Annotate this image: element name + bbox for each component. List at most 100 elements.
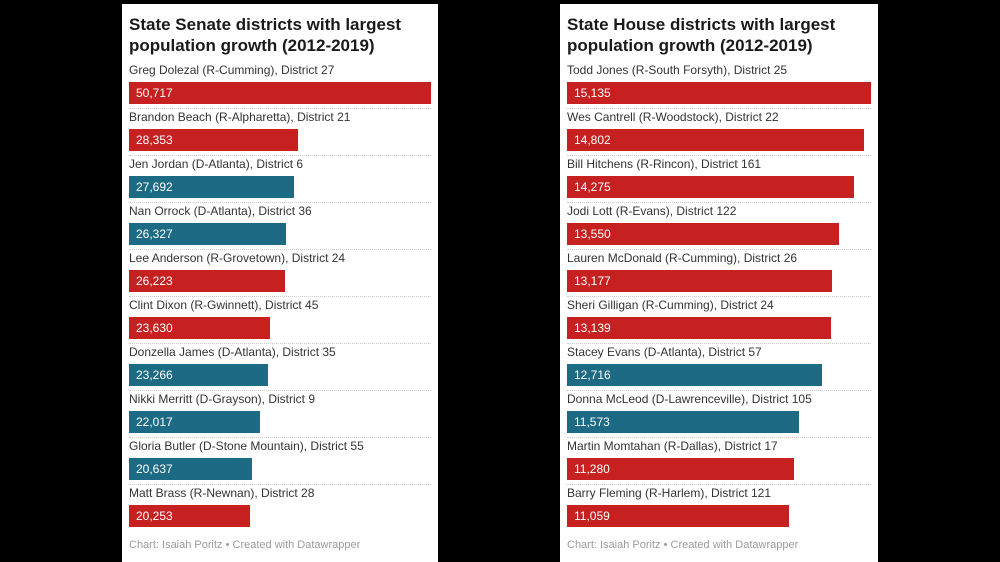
bar-track: 13,139	[567, 317, 871, 339]
house-bar-list: Todd Jones (R-South Forsyth), District 2…	[567, 62, 871, 531]
bar-row: Stacey Evans (D-Atlanta), District 57 12…	[567, 344, 871, 391]
bar-label: Nikki Merritt (D-Grayson), District 9	[129, 392, 316, 406]
bar-label: Matt Brass (R-Newnan), District 28	[129, 486, 315, 500]
bar-label: Lee Anderson (R-Grovetown), District 24	[129, 251, 346, 265]
bar-value: 14,802	[574, 133, 611, 147]
bar: 14,802	[567, 129, 865, 151]
bar: 15,135	[567, 82, 871, 104]
bar-row: Nikki Merritt (D-Grayson), District 9 22…	[129, 391, 431, 438]
bar-track: 20,637	[129, 458, 431, 480]
bar-value: 11,059	[574, 509, 610, 523]
bar-row: Bill Hitchens (R-Rincon), District 161 1…	[567, 156, 871, 203]
bar-value: 23,630	[136, 321, 173, 335]
bar-value: 13,550	[574, 227, 611, 241]
chart-title-senate: State Senate districts with largest popu…	[129, 15, 402, 55]
bar-value: 27,692	[136, 180, 173, 194]
bar-label: Sheri Gilligan (R-Cumming), District 24	[567, 298, 774, 312]
bar-track: 22,017	[129, 411, 431, 433]
bar: 27,692	[129, 176, 294, 198]
bar-label: Bill Hitchens (R-Rincon), District 161	[567, 157, 762, 171]
bar-value: 23,266	[136, 368, 173, 382]
bar-row: Donna McLeod (D-Lawrenceville), District…	[567, 391, 871, 438]
bar: 28,353	[129, 129, 298, 151]
senate-bar-list: Greg Dolezal (R-Cumming), District 27 50…	[129, 62, 431, 531]
bar-track: 11,573	[567, 411, 871, 433]
bar: 13,139	[567, 317, 831, 339]
chart-title-house: State House districts with largest popul…	[567, 15, 836, 55]
bar-row: Clint Dixon (R-Gwinnett), District 45 23…	[129, 297, 431, 344]
bar-row: Sheri Gilligan (R-Cumming), District 24 …	[567, 297, 871, 344]
bar-value: 11,280	[574, 462, 610, 476]
bar: 11,280	[567, 458, 794, 480]
bar: 50,717	[129, 82, 431, 104]
bar-track: 13,177	[567, 270, 871, 292]
bar-value: 11,573	[574, 415, 610, 429]
bar-label: Barry Fleming (R-Harlem), District 121	[567, 486, 772, 500]
bar-track: 28,353	[129, 129, 431, 151]
bar: 11,059	[567, 505, 790, 527]
bar-value: 26,223	[136, 274, 173, 288]
bar-value: 28,353	[136, 133, 173, 147]
bar: 20,637	[129, 458, 252, 480]
bar-label: Todd Jones (R-South Forsyth), District 2…	[567, 63, 788, 77]
bar: 23,266	[129, 364, 268, 386]
bar-track: 26,327	[129, 223, 431, 245]
bar-label: Greg Dolezal (R-Cumming), District 27	[129, 63, 335, 77]
bar-row: Greg Dolezal (R-Cumming), District 27 50…	[129, 62, 431, 109]
bar-track: 20,253	[129, 505, 431, 527]
bar-label: Lauren McDonald (R-Cumming), District 26	[567, 251, 798, 265]
bar-track: 23,266	[129, 364, 431, 386]
bar: 14,275	[567, 176, 854, 198]
bar-label: Wes Cantrell (R-Woodstock), District 22	[567, 110, 779, 124]
bar-value: 20,637	[136, 462, 173, 476]
bar: 23,630	[129, 317, 270, 339]
bar-label: Stacey Evans (D-Atlanta), District 57	[567, 345, 762, 359]
bar-value: 15,135	[574, 86, 611, 100]
bar-track: 13,550	[567, 223, 871, 245]
bar: 11,573	[567, 411, 800, 433]
bar-value: 22,017	[136, 415, 173, 429]
bar-row: Lee Anderson (R-Grovetown), District 24 …	[129, 250, 431, 297]
bar: 26,327	[129, 223, 286, 245]
bar-track: 12,716	[567, 364, 871, 386]
bar-value: 12,716	[574, 368, 611, 382]
bar-label: Jodi Lott (R-Evans), District 122	[567, 204, 737, 218]
bar-value: 50,717	[136, 86, 173, 100]
bar: 12,716	[567, 364, 823, 386]
bar-row: Brandon Beach (R-Alpharetta), District 2…	[129, 109, 431, 156]
bar-track: 14,802	[567, 129, 871, 151]
bar-track: 50,717	[129, 82, 431, 104]
bar-track: 11,059	[567, 505, 871, 527]
senate-chart-panel: State Senate districts with largest popu…	[122, 4, 438, 562]
bar-track: 14,275	[567, 176, 871, 198]
bar-track: 26,223	[129, 270, 431, 292]
bar-label: Nan Orrock (D-Atlanta), District 36	[129, 204, 312, 218]
bar-track: 15,135	[567, 82, 871, 104]
bar-value: 14,275	[574, 180, 611, 194]
bar-label: Martin Momtahan (R-Dallas), District 17	[567, 439, 778, 453]
bar-row: Donzella James (D-Atlanta), District 35 …	[129, 344, 431, 391]
bar-track: 27,692	[129, 176, 431, 198]
bar-label: Donzella James (D-Atlanta), District 35	[129, 345, 336, 359]
bar-row: Barry Fleming (R-Harlem), District 121 1…	[567, 485, 871, 531]
chart-footer-senate: Chart: Isaiah Poritz • Created with Data…	[129, 539, 361, 551]
bar-value: 13,177	[574, 274, 611, 288]
bar-row: Gloria Butler (D-Stone Mountain), Distri…	[129, 438, 431, 485]
bar-label: Jen Jordan (D-Atlanta), District 6	[129, 157, 304, 171]
bar: 13,550	[567, 223, 840, 245]
bar-track: 23,630	[129, 317, 431, 339]
bar: 22,017	[129, 411, 261, 433]
bar-value: 13,139	[574, 321, 611, 335]
bar-row: Wes Cantrell (R-Woodstock), District 22 …	[567, 109, 871, 156]
bar-value: 20,253	[136, 509, 173, 523]
bar-row: Lauren McDonald (R-Cumming), District 26…	[567, 250, 871, 297]
bar: 13,177	[567, 270, 832, 292]
bar-row: Nan Orrock (D-Atlanta), District 36 26,3…	[129, 203, 431, 250]
bar-row: Jodi Lott (R-Evans), District 122 13,550	[567, 203, 871, 250]
bar: 26,223	[129, 270, 286, 292]
bar-label: Clint Dixon (R-Gwinnett), District 45	[129, 298, 319, 312]
bar-track: 11,280	[567, 458, 871, 480]
bar-value: 26,327	[136, 227, 173, 241]
chart-footer-house: Chart: Isaiah Poritz • Created with Data…	[567, 539, 799, 551]
bar-row: Matt Brass (R-Newnan), District 28 20,25…	[129, 485, 431, 531]
